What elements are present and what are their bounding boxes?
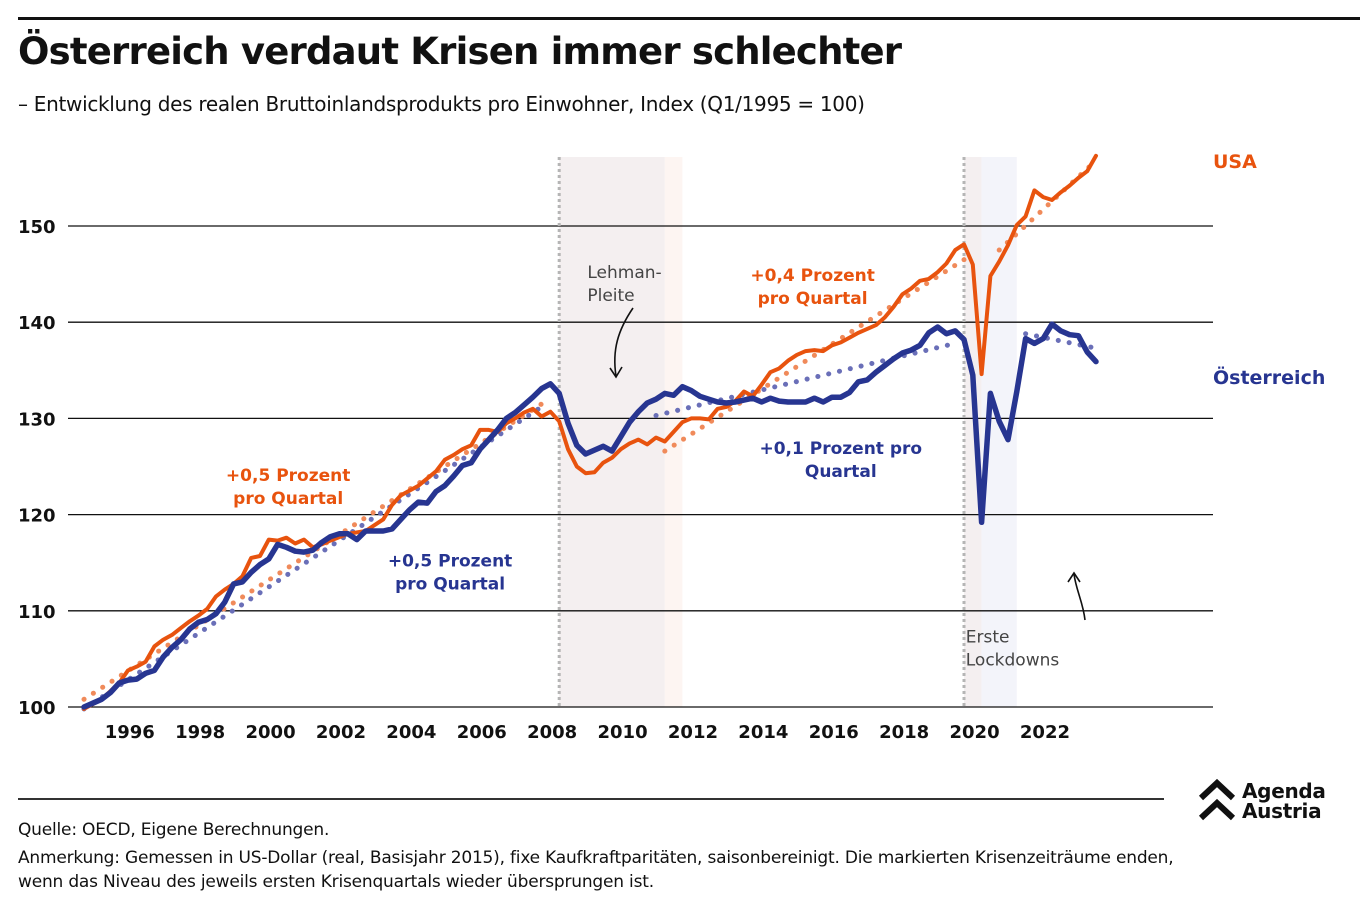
crisis-shade xyxy=(964,157,982,707)
y-tick-label: 120 xyxy=(18,506,56,527)
annotation-line2: Pleite xyxy=(587,286,634,306)
annotation-line1: +0,5 Prozent xyxy=(388,552,512,572)
lehman-arrow xyxy=(614,307,634,377)
double-chevron-up-icon xyxy=(1198,778,1236,821)
x-tick-label: 2022 xyxy=(1020,722,1070,743)
annotation-line2: pro Quartal xyxy=(233,489,343,509)
x-tick-label: 2008 xyxy=(527,722,577,743)
annotation-line1: Erste xyxy=(966,628,1010,648)
lockdown-arrow-head xyxy=(1067,571,1081,583)
x-tick-label: 2000 xyxy=(246,722,296,743)
x-tick-label: 1996 xyxy=(105,722,155,743)
x-axis-ticks: 1996 1998 2000 2002 2004 2006 2008 2010 2012 2014… xyxy=(105,722,1070,743)
y-tick-label: 100 xyxy=(18,698,56,719)
trend-line xyxy=(1023,331,1099,351)
x-tick-label: 1998 xyxy=(175,722,225,743)
x-tick-label: 2012 xyxy=(668,722,718,743)
top-rule xyxy=(18,17,1360,20)
trend-line xyxy=(653,340,958,419)
methodology-note: Anmerkung: Gemessen in US-Dollar (real, … xyxy=(18,848,1174,892)
crisis-shades xyxy=(559,157,1017,707)
x-tick-label: 2004 xyxy=(386,722,436,743)
footer-rule xyxy=(18,798,1164,800)
annotations: +0,5 Prozent pro Quartal +0,5 Prozent pro Q… xyxy=(226,263,1059,671)
annotation-line1: +0,4 Prozent xyxy=(750,266,874,286)
trend-line xyxy=(662,257,967,454)
logo-text-line1: Agenda xyxy=(1242,779,1326,803)
y-tick-label: 110 xyxy=(18,602,56,623)
chart-subtitle: – Entwicklung des realen Bruttoinlandspr… xyxy=(18,92,865,116)
chart-title: Österreich verdaut Krisen immer schlecht… xyxy=(18,30,902,73)
grid-lines xyxy=(68,225,1213,708)
y-axis-ticks: 100 110 120 130 140 150 xyxy=(18,217,56,719)
x-tick-label: 2002 xyxy=(316,722,366,743)
annotation-line2: Lockdowns xyxy=(966,651,1060,671)
x-tick-label: 2006 xyxy=(457,722,507,743)
annotation-arrows xyxy=(609,307,1086,621)
y-tick-label: 140 xyxy=(18,313,56,334)
annotation-line1: Lehman- xyxy=(587,263,661,283)
annotation-line2: pro Quartal xyxy=(395,575,505,595)
series-line-austria xyxy=(81,321,1099,710)
x-tick-label: 2016 xyxy=(809,722,859,743)
lehman-arrow-head xyxy=(609,366,623,379)
x-tick-label: 2018 xyxy=(879,722,929,743)
lockdown-arrow xyxy=(1073,573,1086,621)
y-tick-label: 130 xyxy=(18,409,56,430)
crisis-shade xyxy=(559,157,665,707)
x-tick-label: 2010 xyxy=(598,722,648,743)
annotation-line2: Quartal xyxy=(805,462,877,482)
annotation-line2: pro Quartal xyxy=(758,289,868,309)
logo-text-line2: Austria xyxy=(1242,799,1322,823)
series-line-usa xyxy=(82,153,1098,711)
x-tick-label: 2020 xyxy=(950,722,1000,743)
annotation-line1: +0,5 Prozent xyxy=(226,466,350,486)
line-chart: 100 110 120 130 140 150 1996 1998 2000 2002 2004 2… xyxy=(18,151,1325,743)
series-label-austria: Österreich xyxy=(1213,365,1325,389)
x-tick-label: 2014 xyxy=(738,722,788,743)
trend-line xyxy=(81,401,545,702)
series-labels: USA Österreich xyxy=(1213,151,1325,389)
y-tick-label: 150 xyxy=(18,217,56,238)
agenda-austria-logo: Agenda Austria xyxy=(1198,778,1326,824)
series-label-usa: USA xyxy=(1213,151,1257,173)
source-note: Quelle: OECD, Eigene Berechnungen. xyxy=(18,820,330,840)
series-lines xyxy=(81,153,1099,711)
annotation-line1: +0,1 Prozent pro xyxy=(759,439,922,459)
